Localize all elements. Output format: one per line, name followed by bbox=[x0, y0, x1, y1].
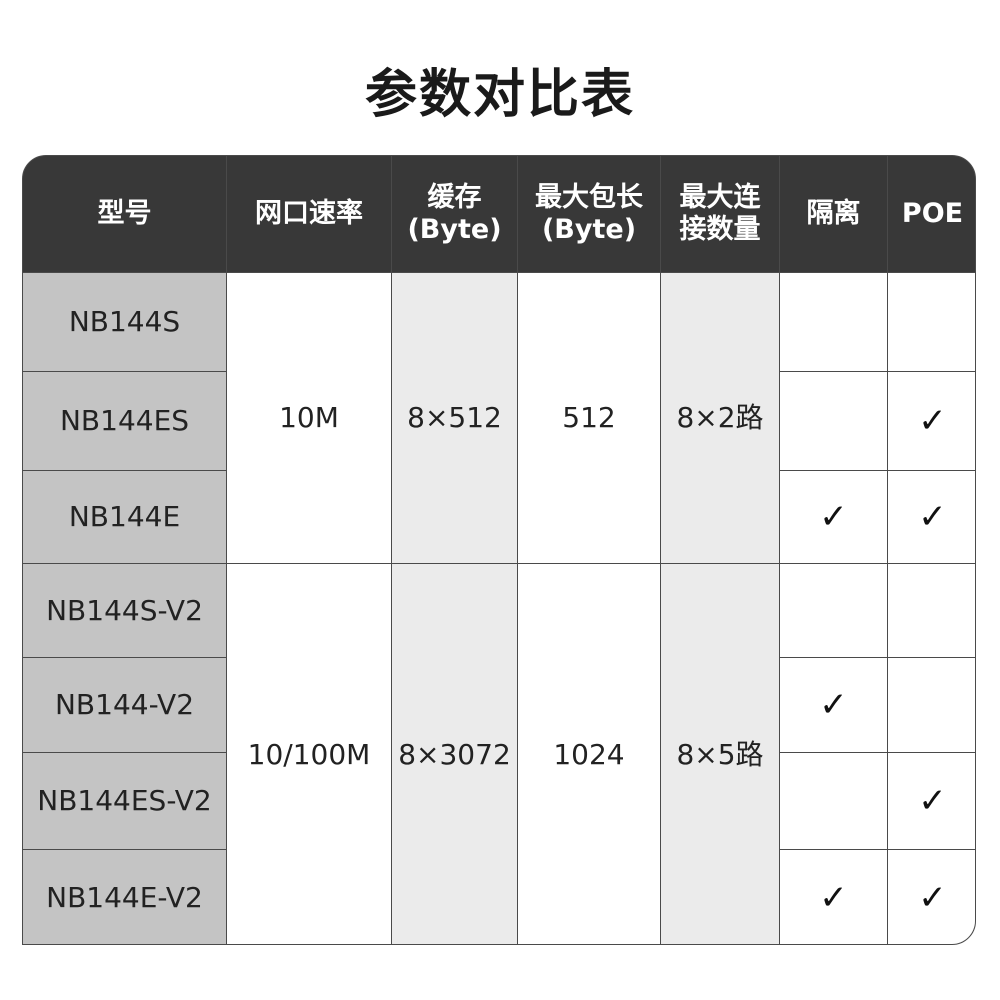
poe-check-icon: ✓ bbox=[888, 372, 975, 470]
model-cell: NB144S bbox=[23, 273, 226, 371]
model-cell: NB144ES-V2 bbox=[23, 753, 226, 849]
isolation-cell bbox=[780, 753, 887, 849]
header-model: 型号 bbox=[23, 156, 226, 272]
model-cell: NB144ES bbox=[23, 372, 226, 470]
poe-cell bbox=[888, 658, 975, 752]
speed-cell: 10/100M bbox=[227, 564, 391, 944]
connections-cell: 8×2路 bbox=[661, 273, 779, 563]
isolation-check-icon: ✓ bbox=[780, 850, 887, 944]
max-packet-cell: 1024 bbox=[518, 564, 660, 944]
header-max-packet: 最大包长 (Byte) bbox=[518, 156, 660, 272]
comparison-table: 型号 网口速率 缓存 (Byte) 最大包长 (Byte) 最大连 接数量 隔离… bbox=[22, 155, 976, 945]
isolation-check-icon: ✓ bbox=[780, 471, 887, 563]
header-speed: 网口速率 bbox=[227, 156, 391, 272]
header-isolation: 隔离 bbox=[780, 156, 887, 272]
model-cell: NB144E-V2 bbox=[23, 850, 226, 944]
poe-check-icon: ✓ bbox=[888, 850, 975, 944]
page-title: 参数对比表 bbox=[364, 65, 635, 125]
speed-cell: 10M bbox=[227, 273, 391, 563]
isolation-cell bbox=[780, 372, 887, 470]
poe-cell bbox=[888, 273, 975, 371]
model-cell: NB144S-V2 bbox=[23, 564, 226, 657]
header-poe: POE bbox=[888, 156, 975, 272]
model-cell: NB144-V2 bbox=[23, 658, 226, 752]
poe-cell bbox=[888, 564, 975, 657]
header-buffer: 缓存 (Byte) bbox=[392, 156, 517, 272]
isolation-cell bbox=[780, 273, 887, 371]
isolation-cell bbox=[780, 564, 887, 657]
connections-cell: 8×5路 bbox=[661, 564, 779, 944]
model-cell: NB144E bbox=[23, 471, 226, 563]
buffer-cell: 8×3072 bbox=[392, 564, 517, 944]
poe-check-icon: ✓ bbox=[888, 753, 975, 849]
poe-check-icon: ✓ bbox=[888, 471, 975, 563]
isolation-check-icon: ✓ bbox=[780, 658, 887, 752]
header-connections: 最大连 接数量 bbox=[661, 156, 779, 272]
max-packet-cell: 512 bbox=[518, 273, 660, 563]
buffer-cell: 8×512 bbox=[392, 273, 517, 563]
